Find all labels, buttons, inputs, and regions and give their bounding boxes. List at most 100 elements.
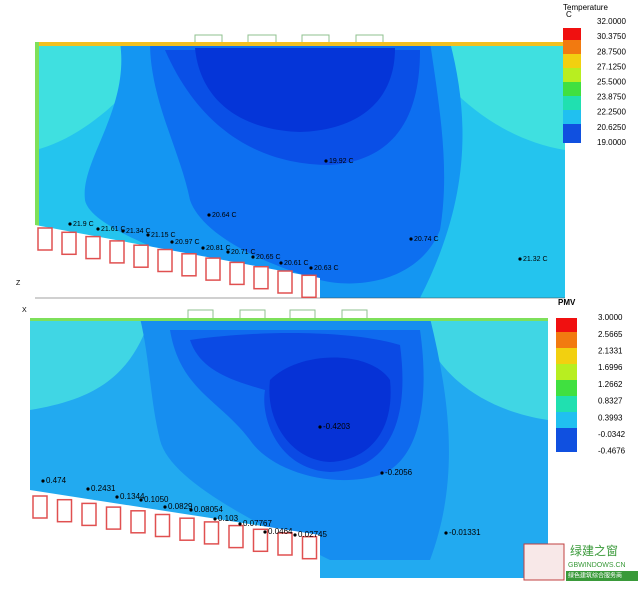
- legend-tick-label: 25.5000: [597, 78, 626, 87]
- legend-tick-label: 22.2500: [597, 108, 626, 117]
- legend-tick-label: 3.0000: [598, 313, 623, 322]
- probe-label: 0.474: [46, 476, 67, 485]
- step: [301, 535, 318, 560]
- probe-label: 0.08054: [194, 505, 223, 514]
- probe-label: 0.1050: [144, 495, 169, 504]
- probe-point: [444, 531, 448, 535]
- probe-point: [263, 530, 267, 534]
- step: [85, 235, 101, 260]
- probe-point: [238, 522, 242, 526]
- probe-label: 0.103: [218, 514, 239, 523]
- probe-point: [189, 508, 193, 512]
- probe-point: [293, 533, 297, 537]
- legend-tick-label: 1.6996: [598, 363, 623, 372]
- legend-tick-label: 0.3993: [598, 413, 623, 422]
- temperature-contour: [35, 34, 565, 299]
- probe-label: 20.97 C: [175, 239, 200, 246]
- temperature-colorbar: [563, 28, 581, 143]
- probe-label: 21.61 C: [101, 226, 126, 233]
- legend-unit: C: [566, 10, 572, 19]
- step: [205, 257, 221, 281]
- step: [277, 270, 293, 294]
- step: [105, 506, 122, 530]
- probe-label: 20.63 C: [314, 265, 339, 272]
- probe-label: 0.2431: [91, 484, 116, 493]
- probe-label: 0.07767: [243, 519, 272, 528]
- probe-label: -0.01331: [449, 528, 481, 537]
- probe-point: [41, 479, 45, 483]
- watermark: 绿建之窗 GBWINDOWS.CN 绿色建筑综合服务商: [523, 543, 638, 581]
- legend-tick-label: -0.4676: [598, 447, 626, 456]
- probe-label: 20.65 C: [256, 254, 281, 261]
- probe-label: 20.61 C: [284, 260, 309, 267]
- probe-label: 20.64 C: [212, 212, 237, 219]
- probe-point: [251, 255, 255, 259]
- step: [179, 517, 195, 541]
- probe-label: 19.92 C: [329, 158, 354, 165]
- step: [56, 498, 73, 523]
- step: [301, 274, 317, 299]
- probe-label: 21.32 C: [523, 256, 548, 263]
- probe-point: [518, 257, 522, 261]
- probe-label: 21.15 C: [151, 232, 176, 239]
- probe-label: 20.81 C: [206, 245, 231, 252]
- step: [252, 528, 269, 553]
- legend-tick-label: 1.2662: [598, 380, 623, 389]
- probe-point: [96, 227, 100, 231]
- step: [229, 261, 245, 286]
- step: [154, 513, 171, 538]
- legend-title: Temperature: [563, 3, 608, 12]
- probe-label: -0.4203: [323, 422, 351, 431]
- probe-point: [146, 233, 150, 237]
- step: [37, 227, 53, 251]
- step: [277, 532, 293, 556]
- step: [228, 524, 244, 549]
- probe-point: [213, 517, 217, 521]
- probe-point: [226, 250, 230, 254]
- legend-tick-label: 0.8327: [598, 397, 623, 406]
- probe-point: [163, 505, 167, 509]
- step: [109, 240, 125, 264]
- step: [157, 248, 173, 273]
- probe-label: 20.74 C: [414, 236, 439, 243]
- legend-tick-label: -0.0342: [598, 430, 626, 439]
- legend-tick-label: 2.1331: [598, 347, 623, 356]
- probe-point: [201, 246, 205, 250]
- probe-point: [121, 229, 125, 233]
- step: [32, 495, 48, 519]
- step: [253, 265, 269, 290]
- probe-point: [318, 425, 322, 429]
- legend-tick-label: 28.7500: [597, 47, 626, 56]
- step: [61, 231, 77, 256]
- legend-tick-label: 30.3750: [597, 32, 626, 41]
- probe-point: [380, 471, 384, 475]
- legend-tick-label: 23.8750: [597, 93, 626, 102]
- probe-label: 21.9 C: [73, 221, 94, 228]
- legend-tick-label: 32.0000: [597, 17, 626, 26]
- axis-label: X: [22, 307, 27, 314]
- probe-point: [170, 240, 174, 244]
- step: [81, 502, 97, 527]
- probe-label: 0.0829: [168, 502, 193, 511]
- watermark-name: 绿建之窗: [570, 543, 618, 558]
- step: [130, 510, 146, 534]
- probe-point: [324, 159, 328, 163]
- legend-tick-label: 27.1250: [597, 62, 626, 71]
- watermark-tagline: 绿色建筑综合服务商: [568, 572, 622, 580]
- probe-point: [309, 266, 313, 270]
- legend-tick-label: 20.6250: [597, 123, 626, 132]
- legend-tick-label: 2.5665: [598, 330, 623, 339]
- pmv-colorbar: [556, 318, 577, 452]
- probe-label: 21.34 C: [126, 228, 151, 235]
- probe-label: 20.71 C: [231, 249, 256, 256]
- watermark-site: GBWINDOWS.CN: [568, 562, 626, 569]
- probe-point: [279, 261, 283, 265]
- step: [181, 253, 197, 277]
- step: [133, 244, 149, 268]
- step: [203, 521, 220, 545]
- probe-point: [409, 237, 413, 241]
- probe-point: [115, 495, 119, 499]
- probe-point: [86, 487, 90, 491]
- probe-label: 0.1344: [120, 492, 145, 501]
